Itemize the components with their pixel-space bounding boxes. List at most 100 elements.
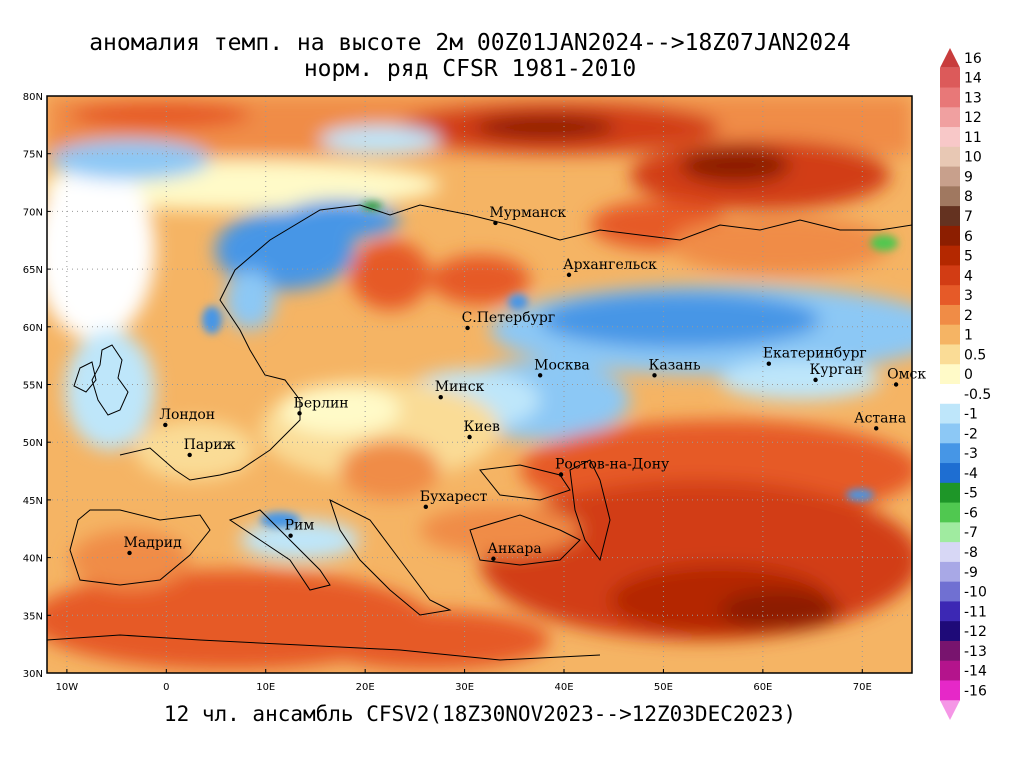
city-label: Рим: [285, 518, 315, 534]
city-label: Киев: [464, 419, 500, 435]
city-label: Минск: [435, 379, 485, 395]
colorbar-cap-top: [940, 48, 960, 68]
colorbar-label: -6: [964, 505, 978, 521]
colorbar-swatch: [940, 107, 960, 128]
colorbar-legend: 16 14 13 12 11 10 9 8 7 6 5 4 3 2 1 0.5 0 -0.5 -1 -2 -3 -4 -5 -…: [940, 48, 991, 720]
longitude-axis: 10W 0 10E 20E 30E 40E 50E 60E 70E: [56, 669, 872, 693]
colorbar-label: 5: [964, 249, 973, 265]
lat-tick-label: 30N: [23, 669, 43, 680]
city-marker: [163, 422, 168, 428]
city-label: Мурманск: [489, 205, 566, 221]
colorbar-swatch: [940, 127, 960, 148]
city-marker: [288, 533, 293, 538]
colorbar-label: -16: [964, 683, 987, 699]
colorbar-cap-bottom: [940, 700, 960, 720]
colorbar-swatch: [940, 621, 960, 642]
city-marker: [766, 361, 772, 366]
colorbar-label: 2: [964, 308, 973, 324]
colorbar-label: 11: [964, 130, 982, 146]
colorbar-swatch: [940, 245, 960, 266]
city-label: Берлин: [294, 395, 349, 411]
city-marker: [297, 411, 302, 416]
colorbar-swatch: [940, 403, 960, 425]
colorbar-swatch: [940, 166, 960, 187]
colorbar-swatch: [940, 561, 960, 583]
city-label: Архангельск: [563, 257, 657, 273]
city-marker: [813, 377, 818, 383]
lon-tick-label: 60E: [753, 682, 772, 693]
ensemble-caption: 12 чл. ансамбль CFSV2(18Z30NOV2023-->12Z…: [163, 702, 797, 726]
colorbar-label: -9: [964, 565, 978, 581]
colorbar-swatch: [940, 206, 960, 227]
lon-tick-label: 40E: [554, 682, 573, 693]
city-marker: [537, 373, 543, 378]
colorbar-label: -2: [964, 426, 978, 442]
colorbar-label: -0.5: [964, 387, 991, 403]
lon-tick-label: 70E: [853, 682, 872, 693]
colorbar-label: 4: [964, 268, 973, 284]
colorbar-label: 0: [964, 367, 973, 383]
lat-lon-grid: [47, 96, 912, 673]
colorbar-label: -4: [964, 466, 978, 482]
colorbar-label: 12: [964, 110, 982, 126]
colorbar-label: -5: [964, 486, 978, 502]
colorbar-swatch: [940, 285, 960, 306]
city-marker: [493, 220, 498, 226]
colorbar-label: 10: [964, 150, 982, 166]
city-marker: [465, 325, 470, 331]
colorbar-label: 13: [964, 90, 982, 106]
colorbar-swatch: [940, 601, 960, 622]
city-labels: Мурманск Архангельск С.Петербург Москва Каза…: [124, 205, 926, 561]
colorbar-swatch: [940, 640, 960, 662]
colorbar-swatch: [940, 443, 960, 464]
lat-tick-label: 35N: [23, 611, 43, 622]
lat-tick-label: 80N: [23, 92, 43, 103]
colorbar-swatch: [940, 304, 960, 326]
lat-tick-label: 50N: [23, 438, 43, 449]
colorbar-swatch: [940, 344, 960, 365]
colorbar-label: 3: [964, 288, 973, 304]
city-marker: [874, 426, 879, 431]
map-title-line2: норм. ряд CFSR 1981-2010: [303, 56, 637, 82]
colorbar-label: -13: [964, 644, 987, 660]
colorbar-swatch: [940, 660, 960, 681]
colorbar-swatch: [940, 186, 960, 207]
city-marker: [187, 452, 192, 458]
colorbar-label: 0.5: [964, 347, 986, 363]
lat-tick-label: 75N: [23, 150, 43, 161]
city-marker: [423, 504, 429, 510]
colorbar-swatch: [940, 502, 960, 523]
latitude-axis: 80N 75N 70N 65N 60N 55N 50N 45N 40N 35N 30N: [23, 92, 51, 680]
city-marker: [467, 434, 472, 440]
colorbar-swatch: [940, 542, 960, 563]
lat-tick-label: 60N: [23, 323, 43, 334]
colorbar-swatch: [940, 225, 960, 247]
colorbar-swatch: [940, 384, 960, 405]
lon-tick-label: 10E: [256, 682, 275, 693]
colorbar-swatch: [940, 680, 960, 701]
colorbar-label: -1: [964, 407, 978, 423]
city-label: Лондон: [159, 407, 215, 423]
lat-tick-label: 65N: [23, 265, 43, 276]
city-label: Мадрид: [124, 535, 183, 551]
colorbar-label: -11: [964, 604, 987, 620]
coastlines: [47, 204, 912, 661]
lat-tick-label: 45N: [23, 496, 43, 507]
city-label: Екатеринбург: [763, 346, 867, 362]
colorbar-swatch: [940, 265, 960, 286]
city-marker: [893, 382, 899, 387]
lon-tick-label: 20E: [356, 682, 375, 693]
colorbar-swatch: [940, 87, 960, 108]
city-label: Курган: [810, 362, 863, 378]
colorbar-label: 7: [964, 209, 973, 225]
lat-tick-label: 40N: [23, 554, 43, 565]
lat-tick-label: 70N: [23, 207, 43, 218]
colorbar-swatch: [940, 324, 960, 345]
city-marker: [558, 472, 564, 477]
city-marker: [127, 550, 132, 556]
colorbar-swatch: [940, 463, 960, 484]
city-label: С.Петербург: [462, 310, 556, 326]
city-label: Астана: [854, 410, 906, 426]
colorbar-label: -14: [964, 664, 987, 680]
